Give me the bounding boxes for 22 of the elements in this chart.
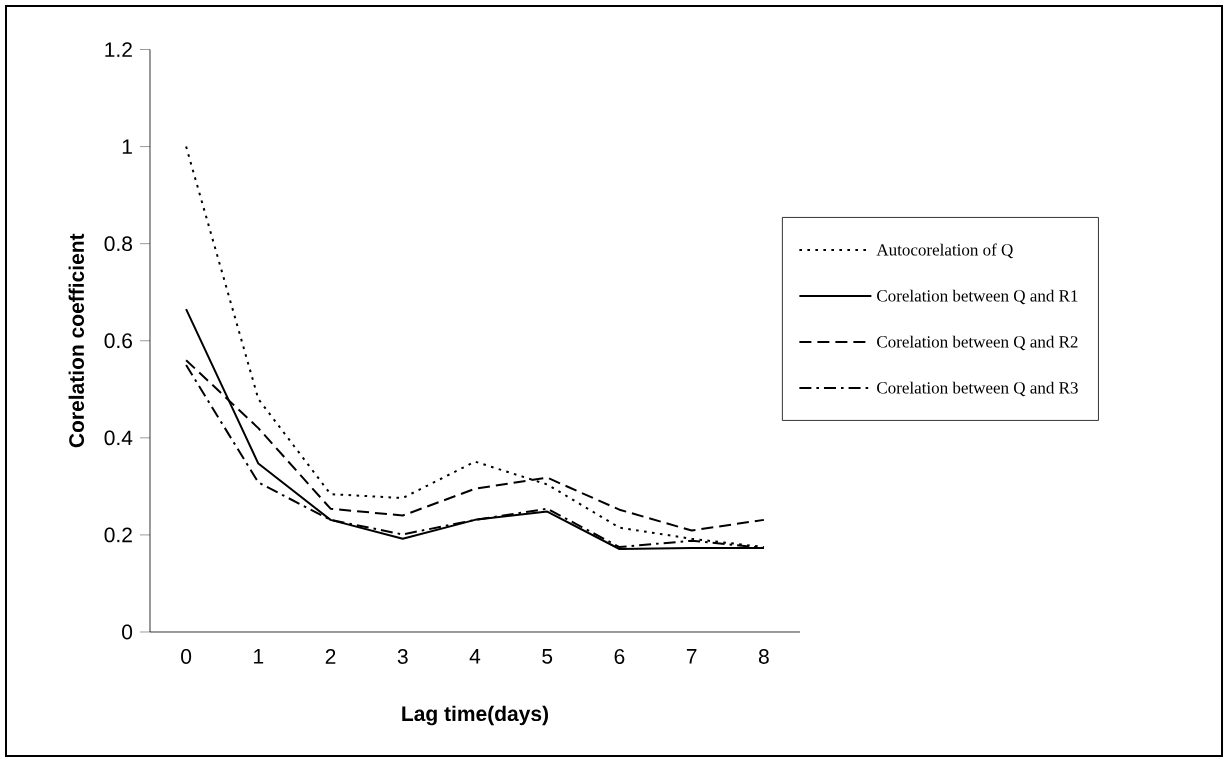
x-tick-label: 5: [542, 649, 553, 664]
x-tick-label: 2: [325, 649, 336, 664]
legend-label: Corelation between Q and R1: [877, 289, 1078, 305]
y-axis-title: Corelation coefficient: [68, 233, 85, 448]
y-tick-label: 0.8: [104, 236, 133, 252]
y-tick-label: 1.2: [105, 42, 132, 57]
x-tick-label: 8: [758, 649, 769, 664]
y-tick-label: 0.4: [104, 430, 133, 446]
x-tick-label: 3: [397, 649, 408, 664]
y-tick-label: 1: [122, 139, 132, 154]
x-tick-label: 4: [469, 649, 481, 664]
x-axis-title: Lag time(days): [402, 705, 548, 726]
x-tick-label: 0: [181, 649, 192, 664]
x-tick-label: 7: [686, 649, 697, 664]
y-tick-label: 0.6: [104, 333, 133, 349]
y-tick-label: 0: [122, 624, 133, 640]
y-tick-label: 0.2: [104, 527, 132, 543]
x-tick-label: 1: [254, 649, 264, 664]
legend-label: Corelation between Q and R3: [877, 381, 1078, 397]
legend-label: Autocorelation of Q: [876, 243, 1013, 259]
x-tick-label: 6: [614, 649, 625, 664]
legend-label: Corelation between Q and R2: [877, 335, 1078, 351]
